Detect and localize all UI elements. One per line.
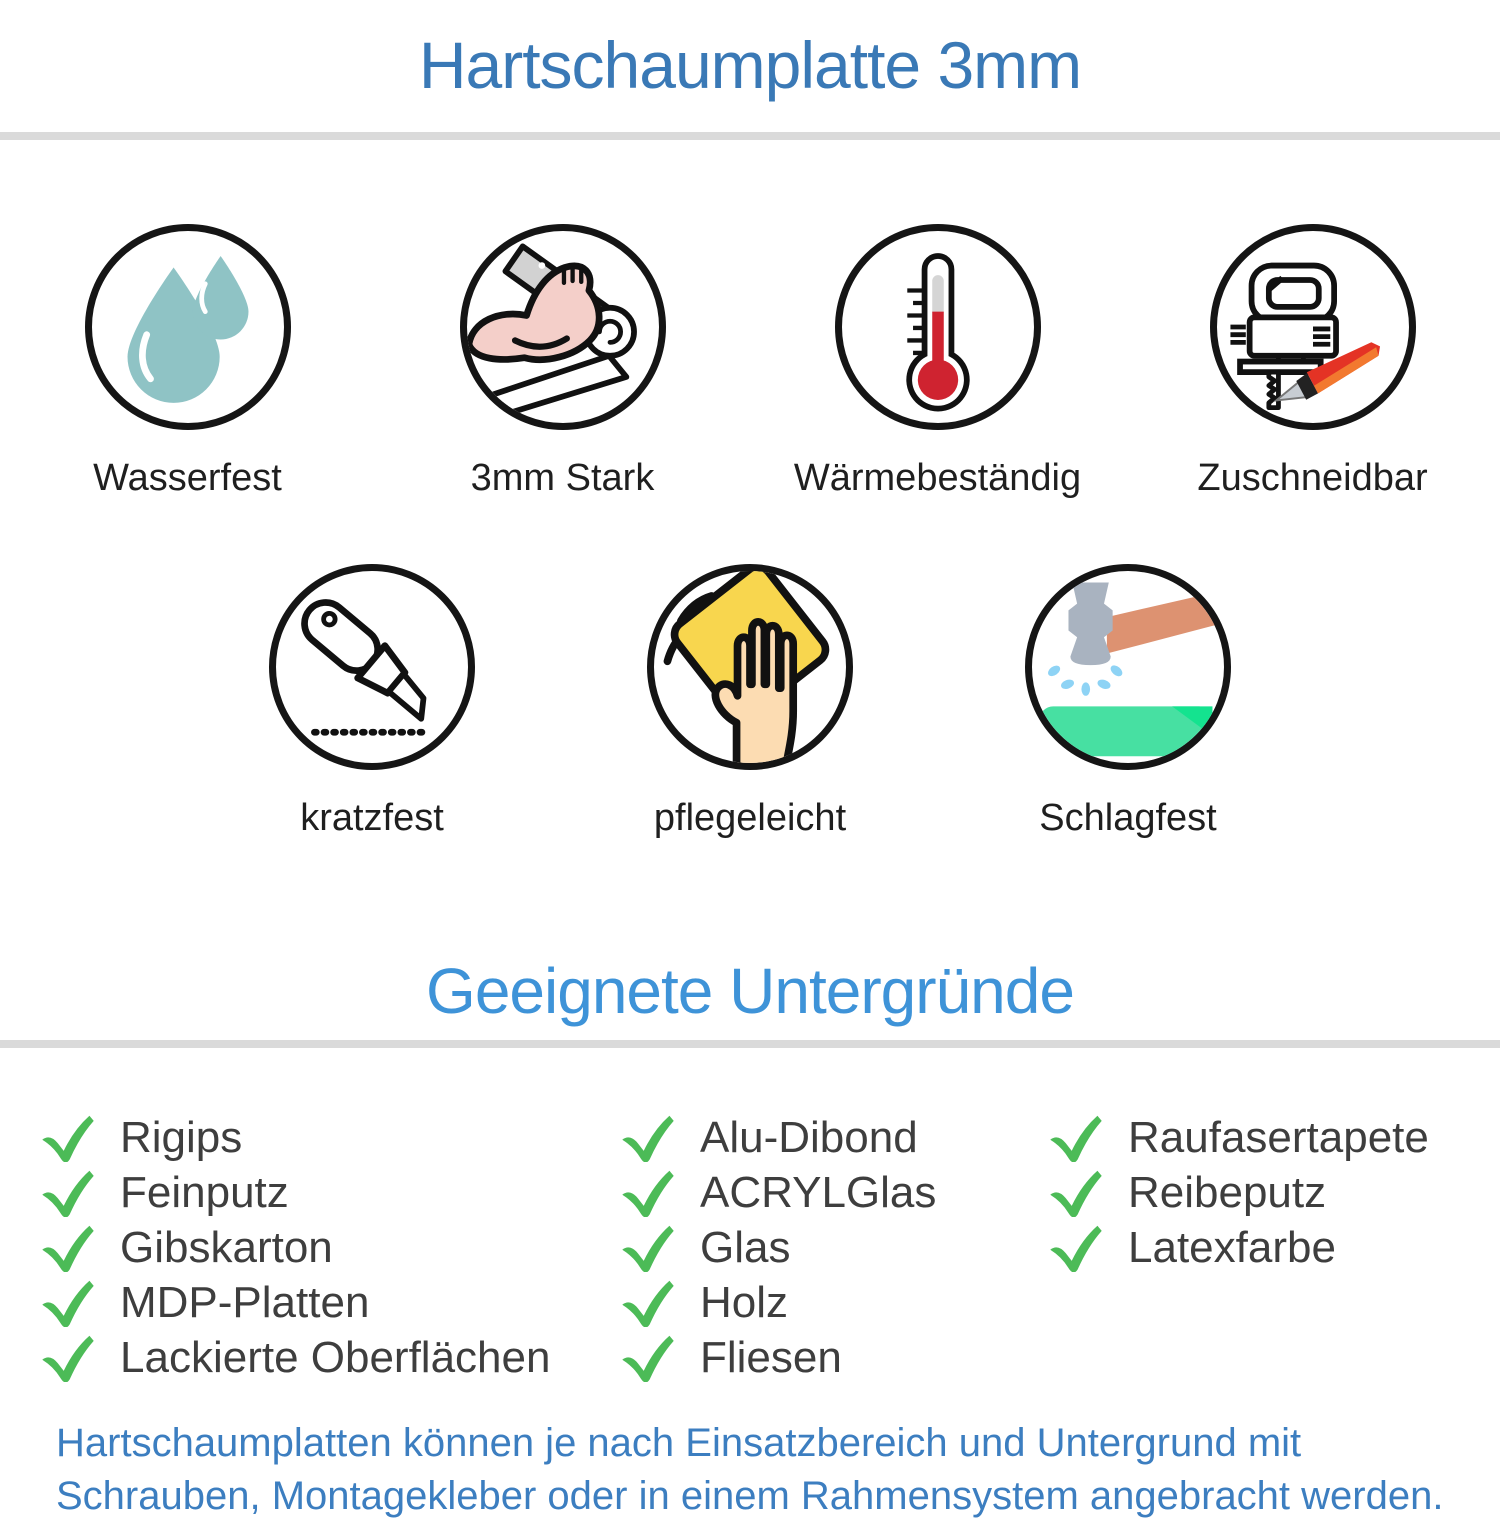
divider-top [0, 132, 1500, 140]
feature-pflegeleicht: pflegeleicht [561, 564, 939, 840]
feature-zuschneidbar: Zuschneidbar [1125, 224, 1500, 500]
mounting-note-line2: Schrauben, Montagekleber oder in einem R… [56, 1474, 1444, 1518]
jigsaw-and-knife-icon [1209, 224, 1416, 430]
list-item: Rigips [40, 1110, 620, 1165]
substrate-column-3: Raufasertapete Reibeputz Latexfarbe [1048, 1110, 1500, 1385]
feature-row-1: Wasserfest 3mm Stark [0, 224, 1500, 500]
feature-label: Zuschneidbar [1197, 457, 1428, 499]
thermometer-icon [834, 224, 1041, 430]
feature-row-2: kratzfest pflegeleicht [0, 564, 1500, 840]
mounting-note-line1: Hartschaumplatten können je nach Einsatz… [56, 1421, 1302, 1465]
feature-label: kratzfest [300, 797, 444, 839]
checkmark-icon [42, 1170, 94, 1217]
feature-label: Schlagfest [1039, 797, 1217, 839]
checkmark-icon [42, 1280, 94, 1327]
substrate-label: Latexfarbe [1128, 1222, 1336, 1272]
list-item: ACRYLGlas [620, 1165, 1048, 1220]
feature-label: Wasserfest [93, 457, 282, 499]
feature-label: pflegeleicht [653, 797, 847, 839]
checkmark-icon [622, 1335, 674, 1382]
substrate-label: Fliesen [700, 1332, 842, 1382]
list-item: Glas [620, 1220, 1048, 1275]
section-title-untergruende: Geeignete Untergründe [426, 955, 1075, 1027]
checkmark-icon [1050, 1225, 1102, 1272]
checkmark-icon [1050, 1115, 1102, 1162]
list-item: Raufasertapete [1048, 1110, 1500, 1165]
checkmark-icon [622, 1225, 674, 1272]
list-item: Holz [620, 1275, 1048, 1330]
page-title: Hartschaumplatte 3mm [418, 28, 1082, 102]
list-item: MDP-Platten [40, 1275, 620, 1330]
mounting-note: Hartschaumplatten können je nach Einsatz… [56, 1417, 1460, 1523]
flexed-arm-roll-icon [459, 224, 666, 430]
feature-3mm-stark: 3mm Stark [375, 224, 750, 500]
substrate-column-1: Rigips Feinputz Gibskarton MDP-Platten L… [40, 1110, 620, 1385]
hammer-icon [1025, 564, 1231, 770]
substrate-columns: Rigips Feinputz Gibskarton MDP-Platten L… [0, 1110, 1500, 1385]
list-item: Gibskarton [40, 1220, 620, 1275]
list-item: Reibeputz [1048, 1165, 1500, 1220]
checkmark-icon [1050, 1170, 1102, 1217]
checkmark-icon [622, 1115, 674, 1162]
substrate-label: Raufasertapete [1128, 1112, 1429, 1162]
divider-middle [0, 1040, 1500, 1048]
list-item: Lackierte Oberflächen [40, 1330, 620, 1385]
feature-label: 3mm Stark [470, 457, 655, 499]
feature-wasserfest: Wasserfest [0, 224, 375, 500]
substrate-label: Holz [700, 1277, 789, 1327]
checkmark-icon [42, 1115, 94, 1162]
feature-label: Wärmebeständig [793, 457, 1082, 499]
checkmark-icon [622, 1280, 674, 1327]
substrate-label: ACRYLGlas [700, 1167, 937, 1217]
substrate-label: Rigips [120, 1112, 243, 1162]
list-item: Fliesen [620, 1330, 1048, 1385]
feature-schlagfest: Schlagfest [939, 564, 1317, 840]
substrate-label: Alu-Dibond [700, 1112, 918, 1162]
substrate-label: Glas [700, 1222, 791, 1272]
substrate-column-2: Alu-Dibond ACRYLGlas Glas Holz Fliesen [620, 1110, 1048, 1385]
substrate-label: Feinputz [120, 1167, 289, 1217]
feature-waermebestaendig: Wärmebeständig [750, 224, 1125, 500]
feature-kratzfest: kratzfest [183, 564, 561, 840]
list-item: Feinputz [40, 1165, 620, 1220]
list-item: Alu-Dibond [620, 1110, 1048, 1165]
checkmark-icon [42, 1225, 94, 1272]
substrate-label: Lackierte Oberflächen [120, 1332, 551, 1382]
substrate-label: Reibeputz [1128, 1167, 1327, 1217]
substrate-label: MDP-Platten [120, 1277, 370, 1327]
substrate-label: Gibskarton [120, 1222, 333, 1272]
list-item: Latexfarbe [1048, 1220, 1500, 1275]
utility-knife-icon [269, 564, 475, 770]
checkmark-icon [622, 1170, 674, 1217]
wiping-hand-icon [647, 564, 853, 770]
water-drops-icon [84, 224, 291, 430]
checkmark-icon [42, 1335, 94, 1382]
